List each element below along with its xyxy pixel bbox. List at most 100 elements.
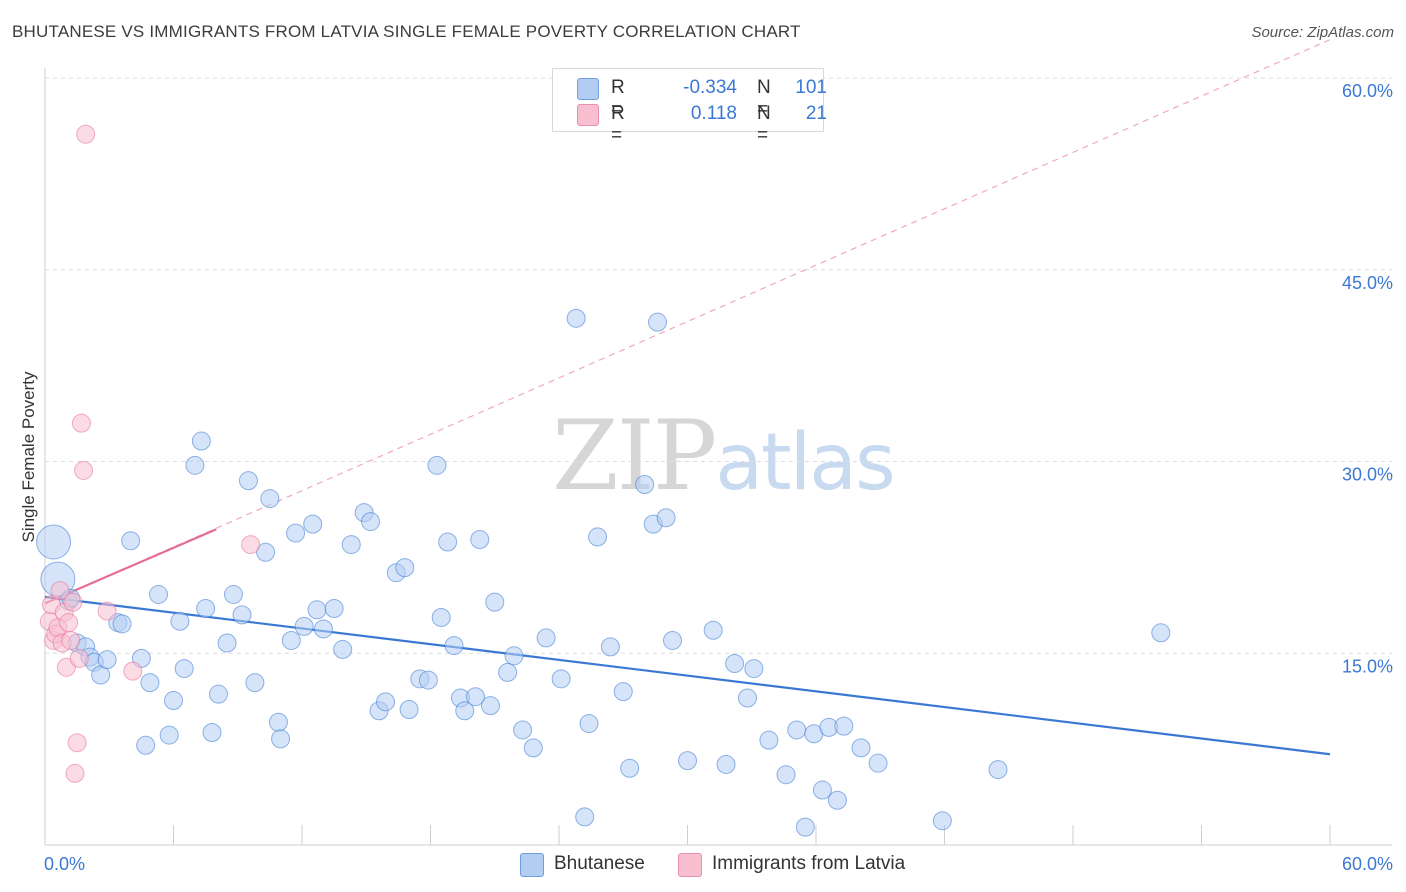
- latvia-point: [97, 601, 117, 621]
- n-value: 101: [795, 77, 827, 98]
- bhutanese-point: [268, 712, 288, 732]
- bhutanese-point: [431, 607, 451, 627]
- watermark-zip: ZIP: [552, 400, 717, 512]
- latvia-legend-swatch: [678, 853, 702, 877]
- trend-lines: [44, 39, 1331, 756]
- latvia-point: [61, 630, 81, 650]
- n-label: N =: [757, 103, 771, 146]
- bhutanese-point: [851, 738, 871, 758]
- bhutanese-point: [827, 790, 847, 810]
- bhutanese-point: [648, 312, 668, 332]
- bhutanese-point: [498, 662, 518, 682]
- y-tick-label: 30.0%: [1342, 465, 1393, 485]
- bhutanese-point: [223, 584, 243, 604]
- bhutanese-point: [286, 523, 306, 543]
- bhutanese-point: [737, 688, 757, 708]
- y-axis-title: Single Female Poverty: [19, 371, 38, 543]
- bhutanese-point: [238, 471, 258, 491]
- bhutanese-point: [232, 605, 252, 625]
- bhutanese-point: [635, 475, 655, 495]
- bhutanese-point: [159, 725, 179, 745]
- bhutanese-point: [307, 600, 327, 620]
- bhutanese-point: [504, 646, 524, 666]
- bhutanese-point: [812, 780, 832, 800]
- bhutanese-point: [438, 532, 458, 552]
- latvia-trend-extended: [44, 39, 1331, 604]
- bhutanese-point: [395, 558, 415, 578]
- bhutanese-point: [294, 616, 314, 636]
- bhutanese-point: [196, 599, 216, 619]
- bhutanese-point: [988, 760, 1008, 780]
- latvia-point: [63, 592, 83, 612]
- bhutanese-point: [324, 599, 344, 619]
- bhutanese-point: [185, 455, 205, 475]
- bhutanese-point: [678, 751, 697, 771]
- chart-title: BHUTANESE VS IMMIGRANTS FROM LATVIA SING…: [12, 22, 801, 41]
- bhutanese-point: [376, 692, 396, 712]
- bhutanese-point: [174, 659, 194, 679]
- legend-label: Bhutanese: [554, 853, 645, 874]
- n-value: 21: [805, 103, 827, 124]
- bhutanese-point: [1151, 623, 1171, 643]
- bhutanese-point: [776, 765, 796, 785]
- latvia-point: [50, 581, 70, 601]
- bhutanese-point: [164, 691, 183, 711]
- watermark: ZIPatlas: [552, 400, 896, 512]
- bhutanese-point: [333, 639, 353, 659]
- bhutanese-point: [149, 584, 169, 604]
- latvia-point: [69, 648, 89, 668]
- n-label: N =: [757, 77, 771, 120]
- source-credit: Source: ZipAtlas.com: [1251, 24, 1394, 41]
- latvia-point: [76, 124, 96, 144]
- r-label: R =: [611, 77, 625, 120]
- bhutanese-point: [513, 720, 533, 740]
- bhutanese-point: [136, 735, 156, 755]
- bhutanese-point: [208, 684, 228, 704]
- bhutanese-point: [725, 653, 745, 673]
- y-tick-label: 15.0%: [1342, 656, 1393, 676]
- latvia-point: [241, 535, 261, 555]
- axes: [44, 68, 1392, 846]
- bhutanese-point: [588, 527, 608, 547]
- r-label: R =: [611, 103, 625, 146]
- bhutanese-point: [140, 673, 160, 693]
- bhutanese-point: [97, 650, 117, 670]
- bhutanese-point: [361, 512, 381, 532]
- latvia-point: [74, 460, 94, 480]
- bhutanese-point: [256, 542, 276, 562]
- bhutanese-point: [245, 673, 265, 693]
- bhutanese-point: [744, 659, 764, 679]
- bhutanese-point: [281, 630, 301, 650]
- latvia-point: [71, 413, 91, 433]
- stats-legend: R = -0.334 N = 101 R = 0.118 N = 21: [552, 68, 827, 146]
- y-tick-label: 60.0%: [1342, 81, 1393, 101]
- bhutanese-point: [313, 619, 333, 639]
- bhutanese-point: [523, 738, 543, 758]
- y-tick-label: 45.0%: [1342, 273, 1393, 293]
- bhutanese-point: [418, 670, 438, 690]
- bhutanese-point: [170, 611, 190, 631]
- latvia-point: [65, 763, 85, 783]
- bhutanese-point: [303, 514, 323, 534]
- bhutanese-point: [787, 720, 807, 740]
- r-value: 0.118: [690, 103, 737, 124]
- bhutanese-point: [656, 508, 676, 528]
- bhutanese-point: [834, 716, 854, 736]
- bhutanese-point: [191, 431, 211, 451]
- bhutanese-point: [465, 687, 485, 707]
- bhutanese-point: [121, 531, 141, 551]
- latvia-point: [67, 733, 87, 753]
- bhutanese-point: [551, 669, 571, 689]
- latvia-point: [59, 613, 79, 633]
- latvia-point: [123, 661, 143, 681]
- bhutanese-point: [485, 592, 505, 612]
- data-points: [36, 124, 1171, 837]
- bhutanese-point: [36, 524, 72, 560]
- bhutanese-point: [663, 630, 683, 650]
- bhutanese-point: [620, 758, 640, 778]
- bhutanese-point: [716, 754, 736, 774]
- bhutanese-point: [444, 636, 464, 656]
- bhutanese-point: [217, 633, 237, 653]
- x-tick-label-max: 60.0%: [1342, 854, 1393, 874]
